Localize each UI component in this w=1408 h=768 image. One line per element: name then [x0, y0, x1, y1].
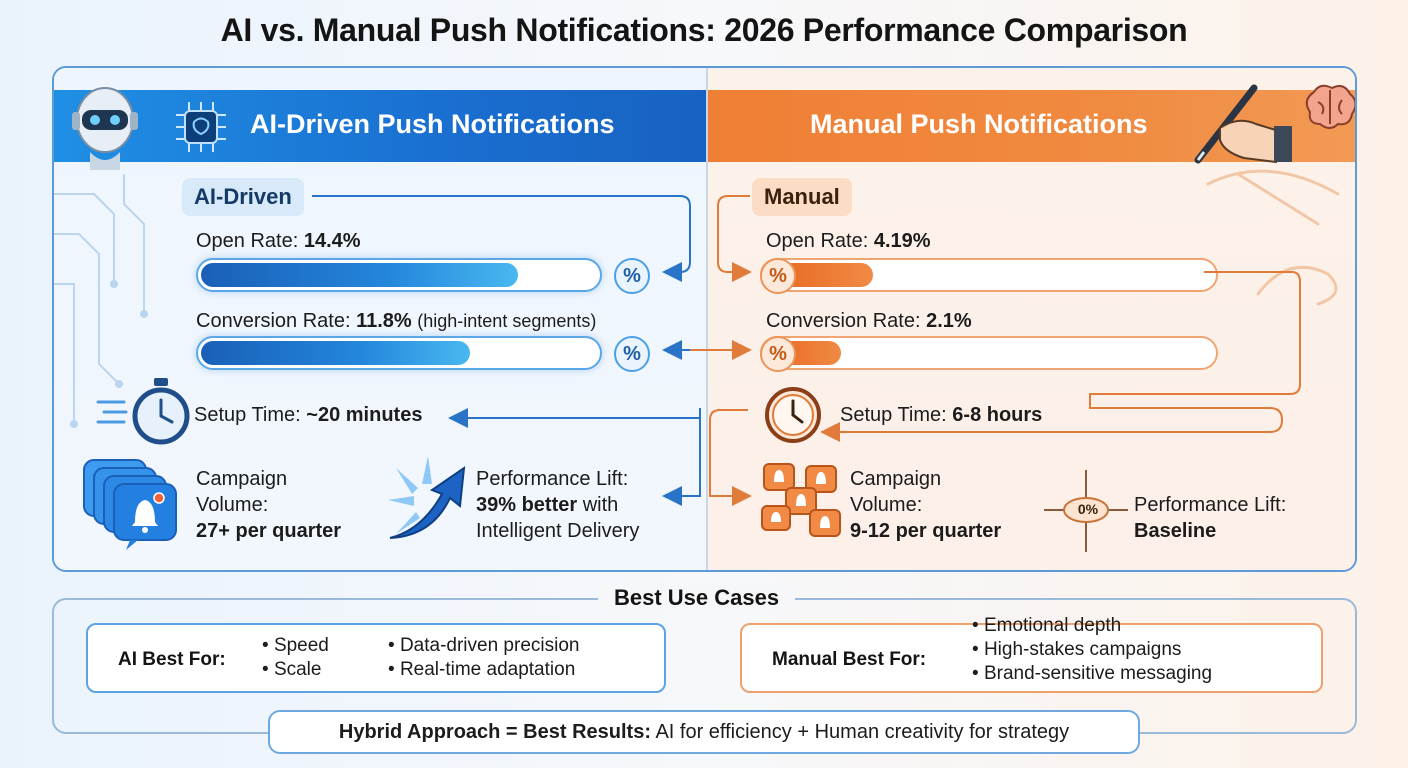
ai-use-item: • Scale [262, 659, 322, 680]
manual-column: Manual Push Notifications Manual [706, 68, 1355, 570]
hybrid-text: AI for efficiency + Human creativity for… [655, 721, 1070, 743]
brain-icon [1305, 84, 1355, 129]
manual-conversion-bar [760, 336, 1218, 370]
ai-open-rate-value: 14.4% [303, 230, 361, 252]
ai-campaign-volume: Campaign Volume: 27+ per quarter [196, 466, 341, 544]
ai-setup-time: Setup Time: ~20 minutes [194, 404, 422, 427]
ai-conversion-bar [196, 336, 602, 370]
manual-open-rate-label: Open Rate: [766, 230, 869, 252]
ai-use-item: • Speed [262, 635, 329, 656]
ai-lift-label: Performance Lift: [476, 468, 629, 490]
hybrid-approach-banner: Hybrid Approach = Best Results: AI for e… [268, 710, 1140, 754]
use-cases-title: Best Use Cases [598, 585, 796, 611]
manual-tag: Manual [752, 178, 852, 216]
comparison-panel: AI-Driven Push Notifications AI-Driven O… [52, 66, 1357, 572]
manual-header-title: Manual Push Notifications [810, 109, 1148, 139]
manual-lift-value: Baseline [1134, 520, 1217, 542]
ai-open-rate-bar [196, 258, 602, 292]
manual-open-rate-value: 4.19% [873, 230, 931, 252]
ai-use-item-text: Data-driven precision [399, 635, 580, 656]
ai-use-item-text: Speed [273, 635, 329, 656]
ai-conversion-percent-icon: % [614, 336, 650, 372]
clock-icon [765, 387, 821, 443]
manual-volume-label-1: Campaign [850, 468, 942, 490]
scattered-notifications-icon [761, 463, 841, 537]
ai-column: AI-Driven Push Notifications AI-Driven O… [54, 68, 706, 570]
ai-use-item-text: Real-time adaptation [399, 659, 576, 680]
ai-conversion-label: Conversion Rate: [196, 310, 351, 332]
manual-open-rate-percent-icon: % [760, 258, 796, 294]
manual-zero-badge: 0% [1077, 501, 1099, 517]
manual-setup-time: Setup Time: 6-8 hours [840, 404, 1042, 427]
ai-conversion-note: (high-intent segments) [417, 311, 597, 331]
ai-conversion-rate: Conversion Rate: 11.8% (high-intent segm… [196, 310, 596, 333]
manual-use-item-text: High-stakes campaigns [983, 639, 1182, 660]
manual-use-item: • Emotional depth [972, 615, 1122, 636]
ai-use-item: • Real-time adaptation [388, 659, 576, 680]
ai-open-rate: Open Rate: 14.4% [196, 230, 361, 253]
ai-open-rate-percent-icon: % [614, 258, 650, 294]
ai-header-banner: AI-Driven Push Notifications [54, 87, 706, 170]
ai-chip-icon [176, 102, 226, 152]
manual-use-item-text: Emotional depth [983, 615, 1122, 636]
notification-stack-icon [83, 459, 177, 550]
ai-lift-note: Intelligent Delivery [476, 520, 640, 542]
manual-conversion-value: 2.1% [926, 310, 972, 332]
ai-use-item-text: Scale [273, 659, 322, 680]
ai-setup-value: ~20 minutes [306, 404, 423, 426]
manual-conversion-rate: Conversion Rate: 2.1% [766, 310, 972, 333]
manual-volume-value: 9-12 per quarter [850, 520, 1002, 542]
manual-performance-lift: Performance Lift: Baseline [1134, 492, 1286, 544]
hybrid-bold: Hybrid Approach = Best Results: [338, 721, 651, 743]
ai-lift-value: 39% better [476, 494, 578, 516]
manual-open-rate-bar [760, 258, 1218, 292]
ai-open-rate-fill [201, 263, 518, 287]
ai-lift-with: with [582, 494, 619, 516]
ai-use-item: • Data-driven precision [388, 635, 580, 656]
manual-volume-label-2: Volume: [850, 494, 923, 516]
robot-head-icon [72, 87, 138, 170]
manual-open-rate: Open Rate: 4.19% [766, 230, 931, 253]
manual-setup-value: 6-8 hours [952, 404, 1043, 426]
manual-best-for-box: Manual Best For: • Emotional depth • Hig… [740, 615, 1323, 693]
manual-campaign-volume: Campaign Volume: 9-12 per quarter [850, 466, 1001, 544]
manual-use-item: • High-stakes campaigns [972, 639, 1182, 660]
manual-lift-label: Performance Lift: [1134, 494, 1287, 516]
ai-header-title: AI-Driven Push Notifications [250, 109, 615, 139]
upward-arrow-icon [388, 456, 466, 539]
hand-writing-icon [1194, 84, 1292, 164]
ai-volume-value: 27+ per quarter [196, 520, 342, 542]
ai-volume-label-2: Volume: [196, 494, 269, 516]
manual-best-for-label: Manual Best For: [772, 649, 927, 670]
page-title: AI vs. Manual Push Notifications: 2026 P… [220, 12, 1188, 48]
stopwatch-icon [96, 378, 190, 445]
ai-performance-lift: Performance Lift: 39% better with Intell… [476, 466, 639, 544]
manual-setup-label: Setup Time: [840, 404, 947, 426]
ai-conversion-value: 11.8% [356, 310, 412, 332]
manual-use-item-text: Brand-sensitive messaging [983, 663, 1213, 684]
ai-conversion-fill [201, 341, 470, 365]
ai-volume-label-1: Campaign [196, 468, 288, 490]
ai-setup-label: Setup Time: [194, 404, 301, 426]
manual-header-banner: Manual Push Notifications [708, 84, 1355, 164]
manual-conversion-percent-icon: % [760, 336, 796, 372]
ai-tag: AI-Driven [182, 178, 304, 216]
ai-best-for-label: AI Best For: [118, 649, 226, 670]
ai-best-for-box: AI Best For: • Speed • Scale • Data-driv… [86, 623, 666, 693]
manual-conversion-label: Conversion Rate: [766, 310, 921, 332]
manual-use-item: • Brand-sensitive messaging [972, 663, 1213, 684]
crosshair-icon [1044, 470, 1128, 552]
ai-open-rate-label: Open Rate: [196, 230, 299, 252]
circuit-lines-icon [54, 174, 148, 428]
